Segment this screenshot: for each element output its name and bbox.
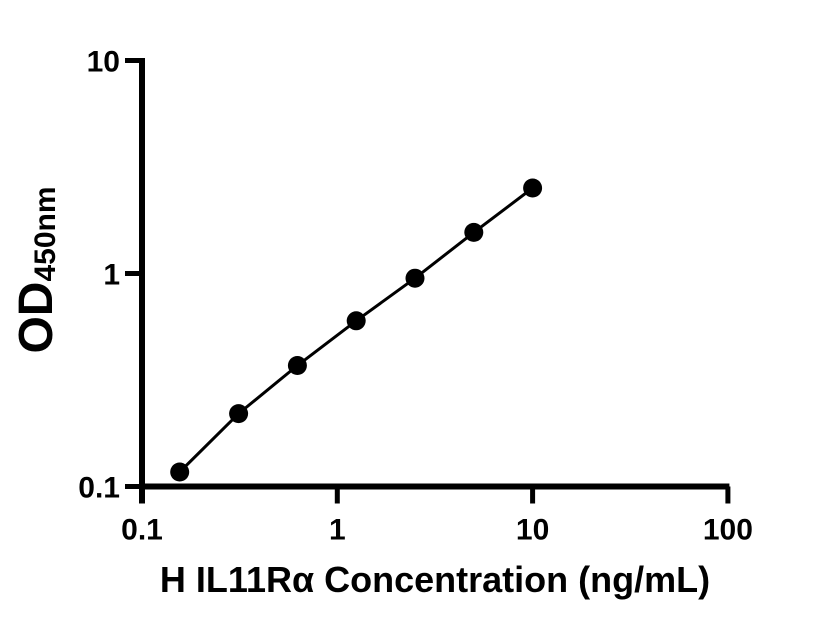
x-tick-label: 0.1 xyxy=(121,514,163,547)
y-tick-label: 0.1 xyxy=(78,472,120,505)
data-point xyxy=(523,178,543,198)
data-point xyxy=(346,311,366,331)
x-axis-title: H IL11Rα Concentration (ng/mL) xyxy=(160,559,710,600)
data-point xyxy=(287,356,307,375)
data-point xyxy=(405,268,425,288)
y-axis-title-subscript: 450nm xyxy=(29,186,62,281)
y-tick-label: 10 xyxy=(87,46,120,79)
axes-layer: 0.1 1 10 0.1 1 10 100 xyxy=(78,46,753,547)
y-axis-title: OD450nm xyxy=(10,186,63,353)
y-axis-title-main: OD xyxy=(10,282,63,354)
y-tick-label: 1 xyxy=(103,259,120,292)
data-point xyxy=(229,404,249,424)
data-point xyxy=(170,462,190,482)
x-tick-label: 10 xyxy=(516,514,549,547)
data-point xyxy=(464,222,484,242)
x-tick-label: 100 xyxy=(703,514,753,547)
x-tick-label: 1 xyxy=(329,514,346,547)
data-series-layer xyxy=(170,178,543,482)
